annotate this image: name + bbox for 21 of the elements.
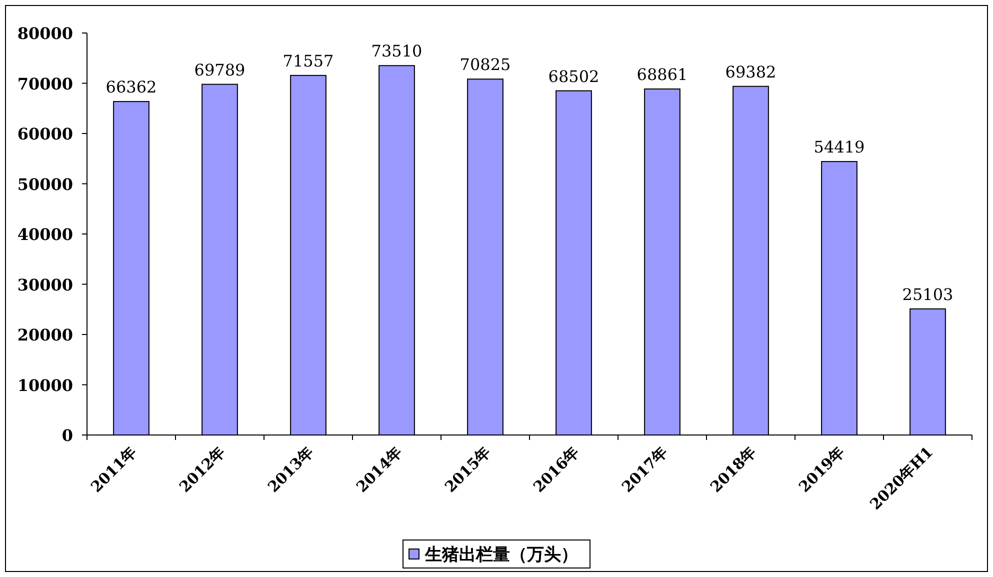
y-tick-label: 80000 <box>17 24 73 43</box>
y-tick-label: 60000 <box>17 124 73 144</box>
y-tick-label: 70000 <box>17 74 73 94</box>
y-tick-label: 10000 <box>17 376 73 395</box>
data-label: 73510 <box>371 42 422 61</box>
data-label: 71557 <box>282 51 334 70</box>
legend-label: 生猪出栏量（万头） <box>424 545 578 565</box>
data-label: 69382 <box>725 62 776 82</box>
y-tick-label: 30000 <box>17 275 73 294</box>
legend: 生猪出栏量（万头） <box>402 540 590 568</box>
data-label: 70825 <box>460 55 511 74</box>
data-label: 68502 <box>548 66 600 86</box>
y-tick-label: 0 <box>62 426 73 445</box>
data-label: 25103 <box>902 284 954 304</box>
data-label: 68861 <box>636 64 688 84</box>
y-tick-label: 20000 <box>17 326 73 344</box>
y-tick-label: 50000 <box>17 174 73 194</box>
data-label: 54419 <box>814 138 865 157</box>
data-label: 69789 <box>194 60 246 80</box>
data-label: 66362 <box>106 78 157 97</box>
y-tick-label: 40000 <box>17 225 73 244</box>
